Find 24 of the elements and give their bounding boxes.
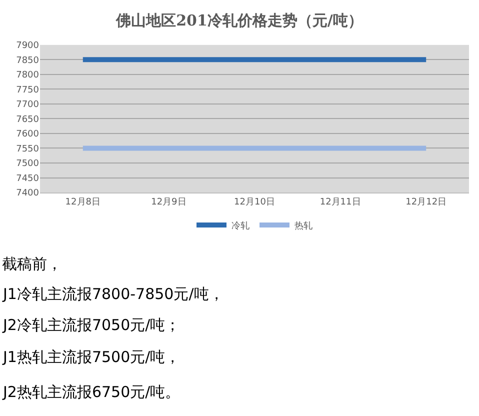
y-tick-label: 7550	[16, 144, 40, 154]
chart-title: 佛山地区201冷轧价格走势（元/吨）	[115, 11, 363, 30]
text: J2热轧主流报6750元/吨。	[2, 383, 180, 401]
legend-label: 热轧	[294, 220, 312, 232]
y-tick-label: 7600	[16, 130, 40, 140]
y-tick-label: 7450	[16, 174, 40, 184]
y-tick-label: 7750	[16, 85, 40, 96]
y-tick-label: 7500	[16, 159, 40, 170]
y-tick-label: 7850	[16, 56, 40, 66]
x-tick-label: 12月12日	[406, 197, 447, 208]
y-tick-label: 7700	[16, 100, 40, 110]
y-tick-label: 7650	[16, 114, 40, 125]
y-tick-label: 7400	[16, 188, 40, 199]
legend-label: 冷轧	[232, 220, 250, 232]
y-tick-label: 7800	[16, 70, 40, 81]
x-tick-label: 12月10日	[234, 197, 275, 208]
x-tick-label: 12月11日	[320, 197, 361, 208]
x-tick-label: 12月8日	[65, 197, 100, 208]
text: J2冷轧主流报7050元/吨；	[2, 316, 180, 334]
x-tick-label: 12月9日	[151, 197, 186, 208]
y-tick-label: 7900	[16, 41, 40, 52]
text: J1冷轧主流报7800-7850元/吨，	[2, 285, 224, 303]
text: 截稿前，	[2, 255, 62, 273]
text: J1热轧主流报7500元/吨，	[2, 348, 180, 366]
